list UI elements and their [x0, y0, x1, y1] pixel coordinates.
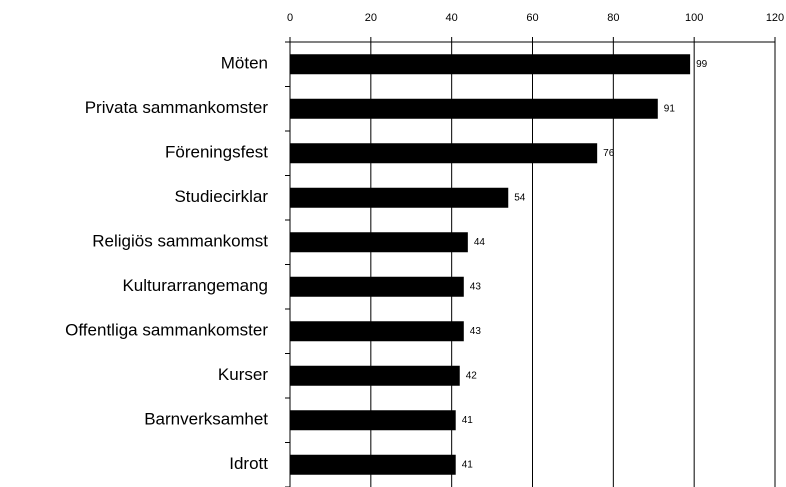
bar: [290, 454, 456, 475]
y-tick-label: Kulturarrangemang: [122, 276, 268, 295]
y-tick-label: Möten: [221, 54, 268, 73]
bar: [290, 143, 598, 164]
y-tick-label: Kurser: [218, 365, 268, 384]
bar: [290, 232, 468, 253]
x-tick-label: 60: [526, 12, 538, 24]
bar: [290, 321, 464, 342]
value-label: 54: [514, 192, 526, 203]
bar: [290, 276, 464, 297]
bar: [290, 187, 509, 208]
value-label: 91: [664, 103, 676, 114]
value-label: 99: [696, 59, 708, 70]
value-label: 76: [603, 148, 615, 159]
bar: [290, 365, 460, 386]
bar: [290, 98, 658, 119]
y-tick-label: Offentliga sammankomster: [65, 321, 268, 340]
y-tick-label: Barnverksamhet: [144, 410, 268, 429]
x-tick-label: 100: [685, 12, 703, 24]
x-tick-label: 40: [446, 12, 458, 24]
y-tick-label: Föreningsfest: [165, 143, 268, 162]
x-tick-label: 0: [287, 12, 293, 24]
x-tick-label: 80: [607, 12, 619, 24]
y-tick-label: Religiös sammankomst: [92, 232, 268, 251]
y-tick-label: Privata sammankomster: [85, 98, 269, 117]
bar: [290, 410, 456, 431]
value-label: 41: [462, 459, 474, 470]
value-label: 43: [470, 326, 482, 337]
x-tick-label: 20: [365, 12, 377, 24]
value-label: 43: [470, 281, 482, 292]
y-tick-label: Studiecirklar: [174, 187, 268, 206]
x-tick-label: 120: [766, 12, 784, 24]
y-tick-label: Idrott: [229, 454, 268, 473]
value-label: 42: [466, 370, 478, 381]
value-label: 41: [462, 415, 474, 426]
value-label: 44: [474, 237, 486, 248]
bar: [290, 54, 691, 75]
